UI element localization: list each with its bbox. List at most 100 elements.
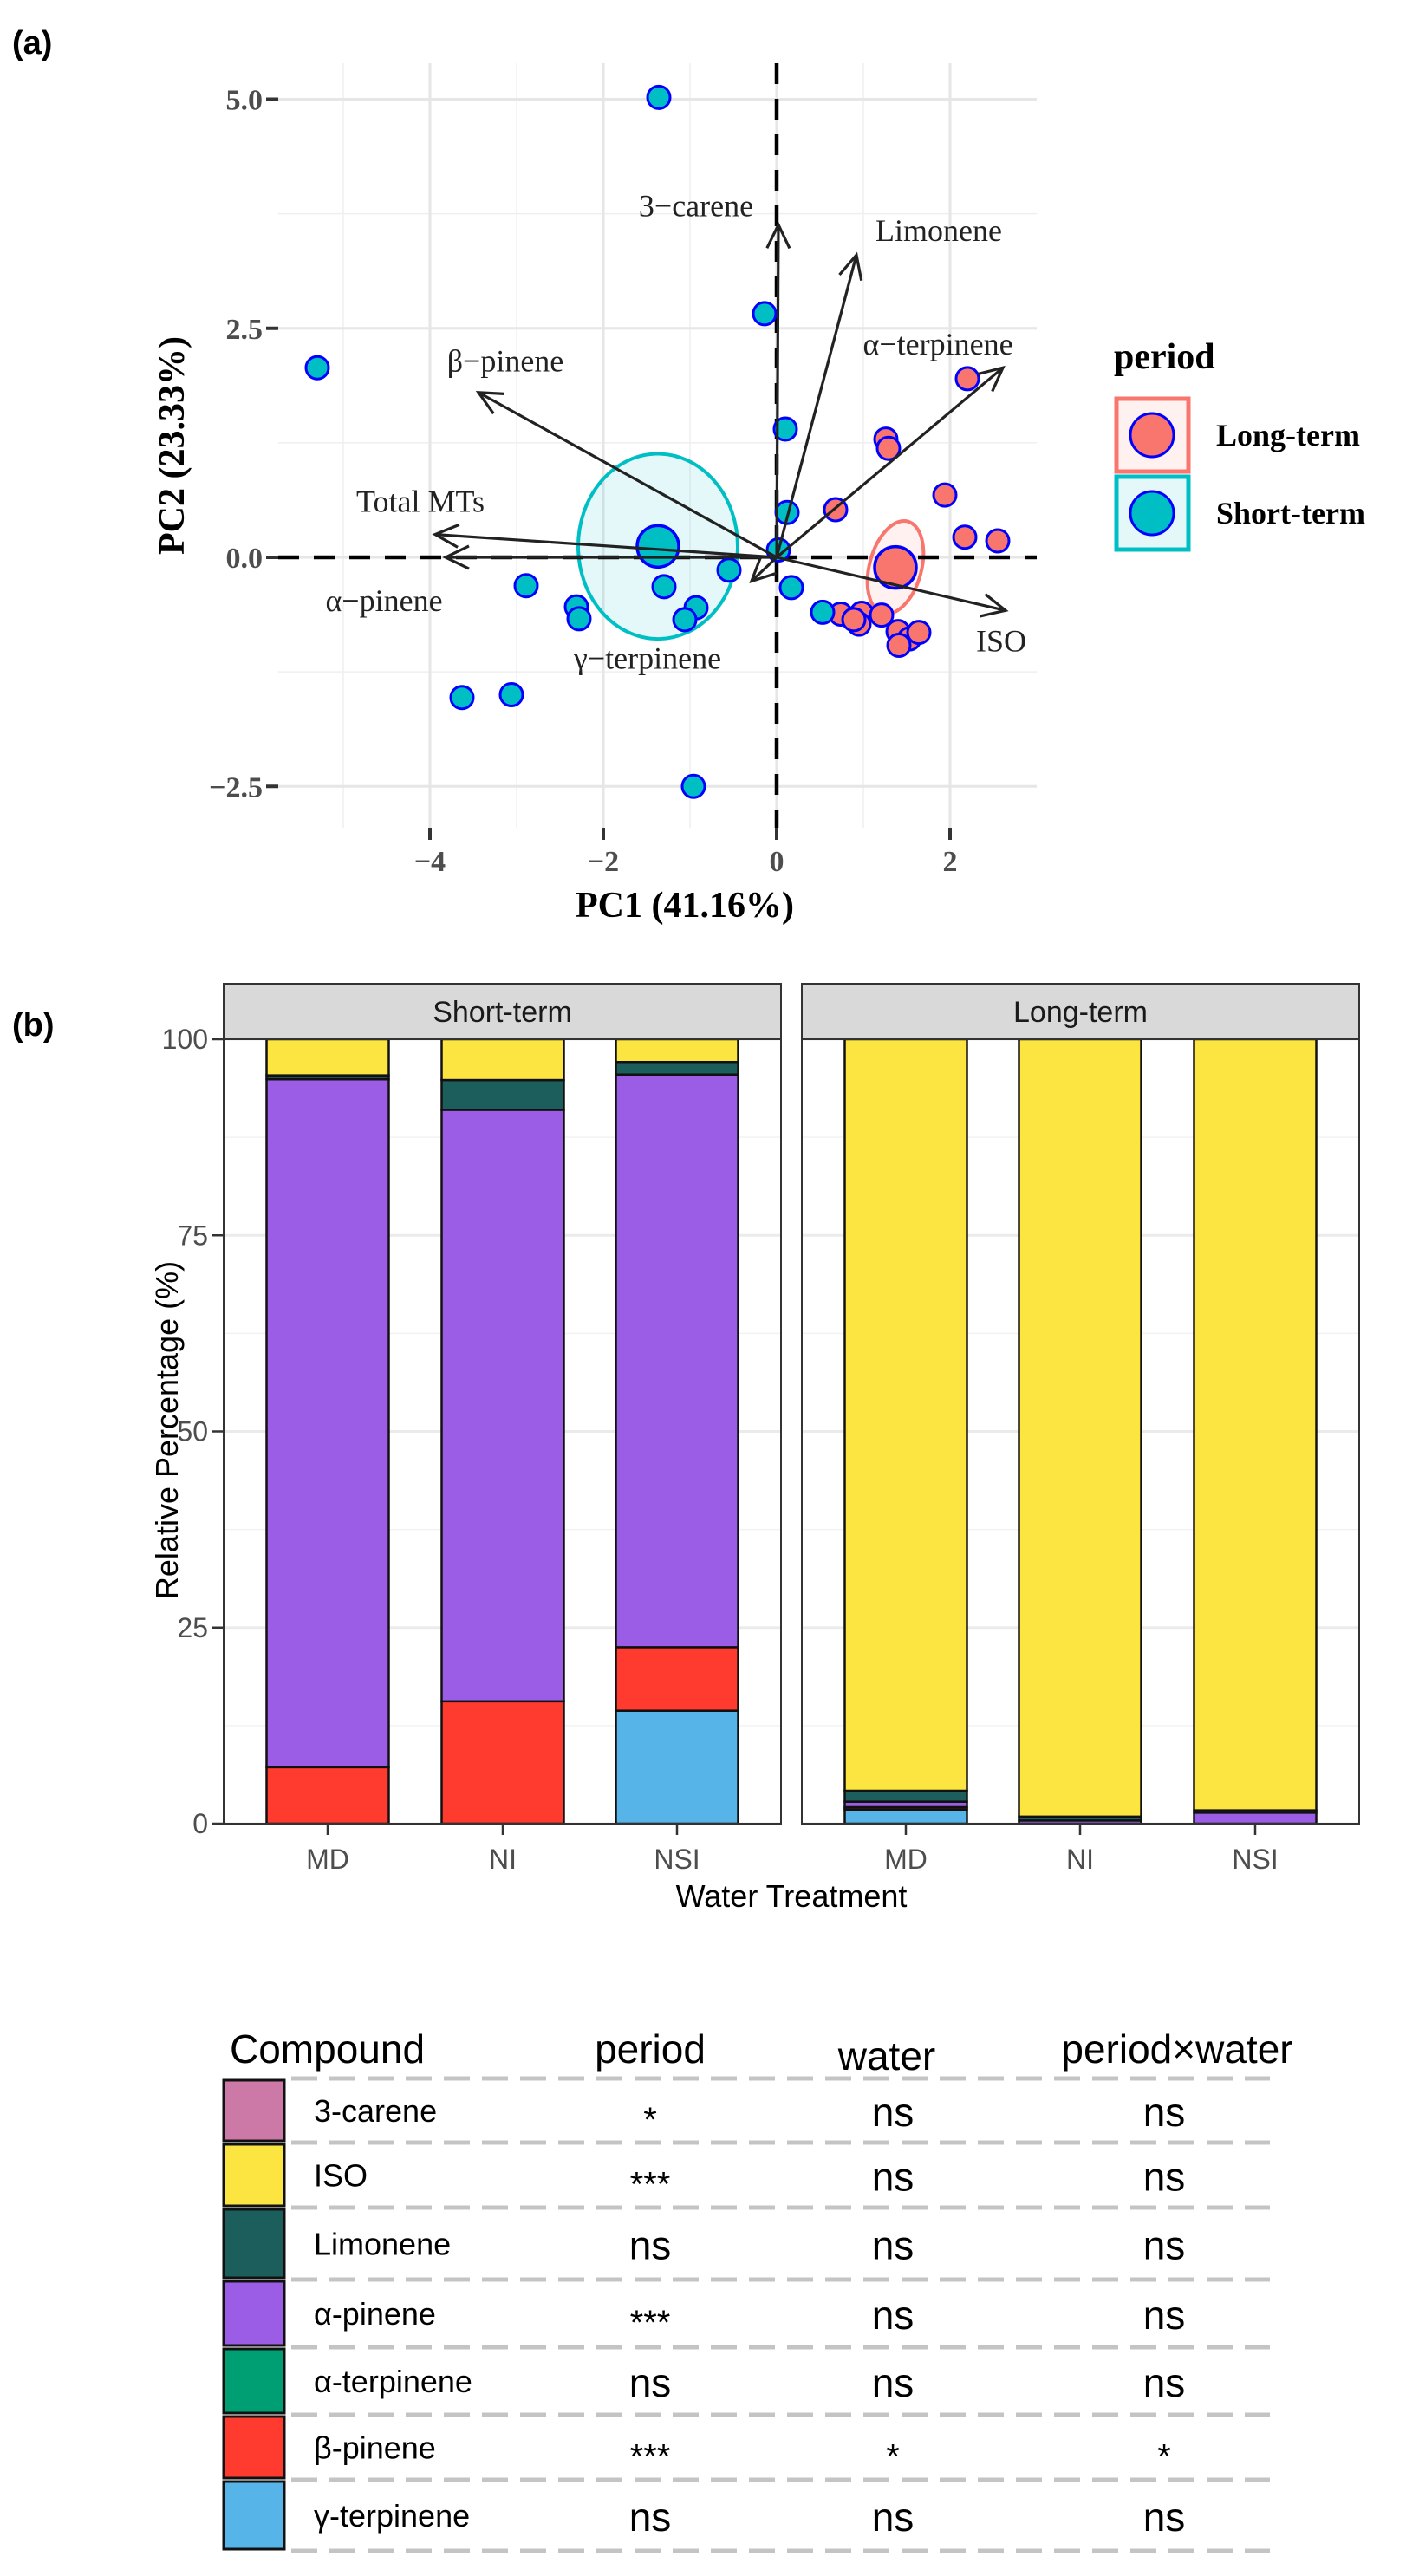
data-point-short-term bbox=[449, 685, 475, 711]
bar-segment-ISO bbox=[265, 1038, 390, 1077]
facet-strip bbox=[801, 983, 1360, 1040]
significance-table: Compound period water period×water 3-carene *… bbox=[222, 2026, 1293, 2553]
data-point-short-term bbox=[772, 416, 798, 442]
arrow-shaft bbox=[775, 224, 780, 558]
significance-interaction: ns bbox=[1143, 2090, 1186, 2135]
loading-arrow: ISO bbox=[776, 556, 1026, 658]
significance-period: *** bbox=[630, 2438, 671, 2476]
y-tick-label: 0.0 bbox=[226, 543, 264, 575]
bar-segment-α-pinene bbox=[615, 1073, 739, 1649]
compound-name: α-pinene bbox=[314, 2296, 436, 2332]
data-point-long-term bbox=[954, 366, 980, 392]
loading-label: 3−carene bbox=[639, 188, 753, 223]
bar-segment-β-pinene bbox=[440, 1700, 565, 1825]
bar-segment-Limonene bbox=[615, 1060, 739, 1076]
significance-water: ns bbox=[872, 2360, 915, 2405]
y-tick-label: 2.5 bbox=[226, 314, 264, 346]
stacked-bar-chart: (b) MD NI NSI Short-term MD NI NSI Long-term 0 25 5… bbox=[12, 983, 1360, 1914]
facet-panel-long-term: MD NI NSI Long-term bbox=[801, 983, 1360, 1875]
legend-label: Short-term bbox=[1216, 496, 1365, 530]
bar-segment-Limonene bbox=[843, 1789, 968, 1803]
y-tick-label: 5.0 bbox=[226, 85, 264, 117]
arrow-shaft bbox=[775, 254, 858, 558]
arrow-shaft bbox=[776, 556, 1006, 612]
significance-water: * bbox=[886, 2438, 900, 2476]
arrowhead-icon bbox=[765, 221, 791, 250]
compound-name: γ-terpinene bbox=[314, 2498, 470, 2534]
data-point-long-term bbox=[841, 607, 867, 633]
table-row: α-terpinene ns ns ns bbox=[222, 2347, 1186, 2415]
compound-color-swatch bbox=[222, 2480, 286, 2551]
significance-period: *** bbox=[630, 2304, 671, 2342]
data-point-short-term bbox=[810, 599, 836, 625]
x-tick-label: −4 bbox=[414, 846, 446, 878]
loading-arrow: β−pinene bbox=[447, 344, 778, 559]
facet-strip-label: Long-term bbox=[1013, 996, 1148, 1029]
loading-arrow: α−terpinene bbox=[775, 327, 1013, 559]
y-tick-label: 0 bbox=[192, 1808, 208, 1839]
y-tick-label: −2.5 bbox=[209, 771, 263, 803]
table-header: water bbox=[837, 2033, 935, 2078]
significance-period: *** bbox=[630, 2166, 671, 2204]
significance-period: ns bbox=[629, 2360, 672, 2405]
legend: period Long-term Short-term bbox=[1114, 337, 1365, 552]
bar-segment-ISO bbox=[1193, 1038, 1318, 1812]
significance-interaction: ns bbox=[1143, 2293, 1186, 2338]
loading-arrow: α−pinene bbox=[325, 544, 777, 618]
loading-arrow: Total MTs bbox=[356, 485, 778, 559]
y-tick-label: 50 bbox=[177, 1416, 208, 1447]
data-point-long-term bbox=[869, 602, 895, 628]
bar-segment-ISO bbox=[615, 1038, 739, 1064]
data-point-short-term bbox=[680, 773, 706, 799]
arrowhead-icon bbox=[432, 523, 460, 549]
compound-color-swatch bbox=[222, 2208, 286, 2280]
compound-name: β-pinene bbox=[314, 2430, 436, 2466]
legend-key-point-icon bbox=[1129, 490, 1175, 537]
x-axis-title: PC1 (41.16%) bbox=[576, 886, 794, 926]
data-point-short-term bbox=[498, 682, 524, 708]
table-row: ISO *** ns ns bbox=[222, 2143, 1185, 2208]
significance-period: ns bbox=[629, 2495, 672, 2540]
table-header: period bbox=[595, 2026, 706, 2072]
data-point-short-term bbox=[672, 607, 698, 633]
significance-water: ns bbox=[872, 2223, 915, 2268]
x-tick-label: NSI bbox=[1232, 1844, 1278, 1875]
data-point-long-term bbox=[952, 524, 978, 550]
compound-name: α-terpinene bbox=[314, 2364, 472, 2399]
loading-label: Total MTs bbox=[356, 485, 485, 519]
y-axis-title: Relative Percentage (%) bbox=[149, 1261, 185, 1599]
loading-label: Limonene bbox=[875, 213, 1002, 248]
arrow-shaft bbox=[775, 366, 1005, 559]
arrowhead-icon bbox=[442, 544, 470, 570]
loading-label: γ−terpinene bbox=[573, 641, 721, 675]
arrowhead-icon bbox=[980, 593, 1009, 618]
significance-interaction: ns bbox=[1143, 2360, 1186, 2405]
bar-segment-ISO bbox=[440, 1038, 565, 1082]
x-tick-label: NI bbox=[489, 1844, 517, 1875]
compound-color-swatch bbox=[222, 2078, 286, 2143]
loading-arrow: Limonene bbox=[775, 213, 1002, 558]
panel-label-a: (a) bbox=[12, 25, 52, 62]
significance-interaction: * bbox=[1157, 2438, 1171, 2476]
compound-color-swatch bbox=[222, 2143, 286, 2208]
arrowhead-icon bbox=[475, 390, 505, 415]
legend-key-point-icon bbox=[1129, 412, 1175, 459]
y-tick-label: 75 bbox=[177, 1220, 208, 1251]
bar-segment-Limonene bbox=[440, 1078, 565, 1111]
data-point-long-term bbox=[875, 435, 902, 461]
legend-title: period bbox=[1114, 337, 1215, 377]
data-point-short-term bbox=[513, 573, 539, 599]
x-axis-title: Water Treatment bbox=[676, 1878, 908, 1914]
compound-color-swatch bbox=[222, 2415, 286, 2480]
significance-interaction: ns bbox=[1143, 2495, 1186, 2540]
significance-interaction: ns bbox=[1143, 2223, 1186, 2268]
y-tick-label: 100 bbox=[162, 1024, 208, 1055]
bar-segment-α-pinene bbox=[440, 1109, 565, 1703]
centroid-point bbox=[873, 544, 918, 590]
facet-strip bbox=[223, 983, 782, 1040]
legend-key-box bbox=[1114, 474, 1191, 552]
bar-segment-β-pinene bbox=[615, 1646, 739, 1712]
pca-biplot: (a) 3−carene Limonene α−terpinene β−pinene To… bbox=[12, 25, 1365, 926]
data-point-short-term bbox=[304, 355, 330, 381]
